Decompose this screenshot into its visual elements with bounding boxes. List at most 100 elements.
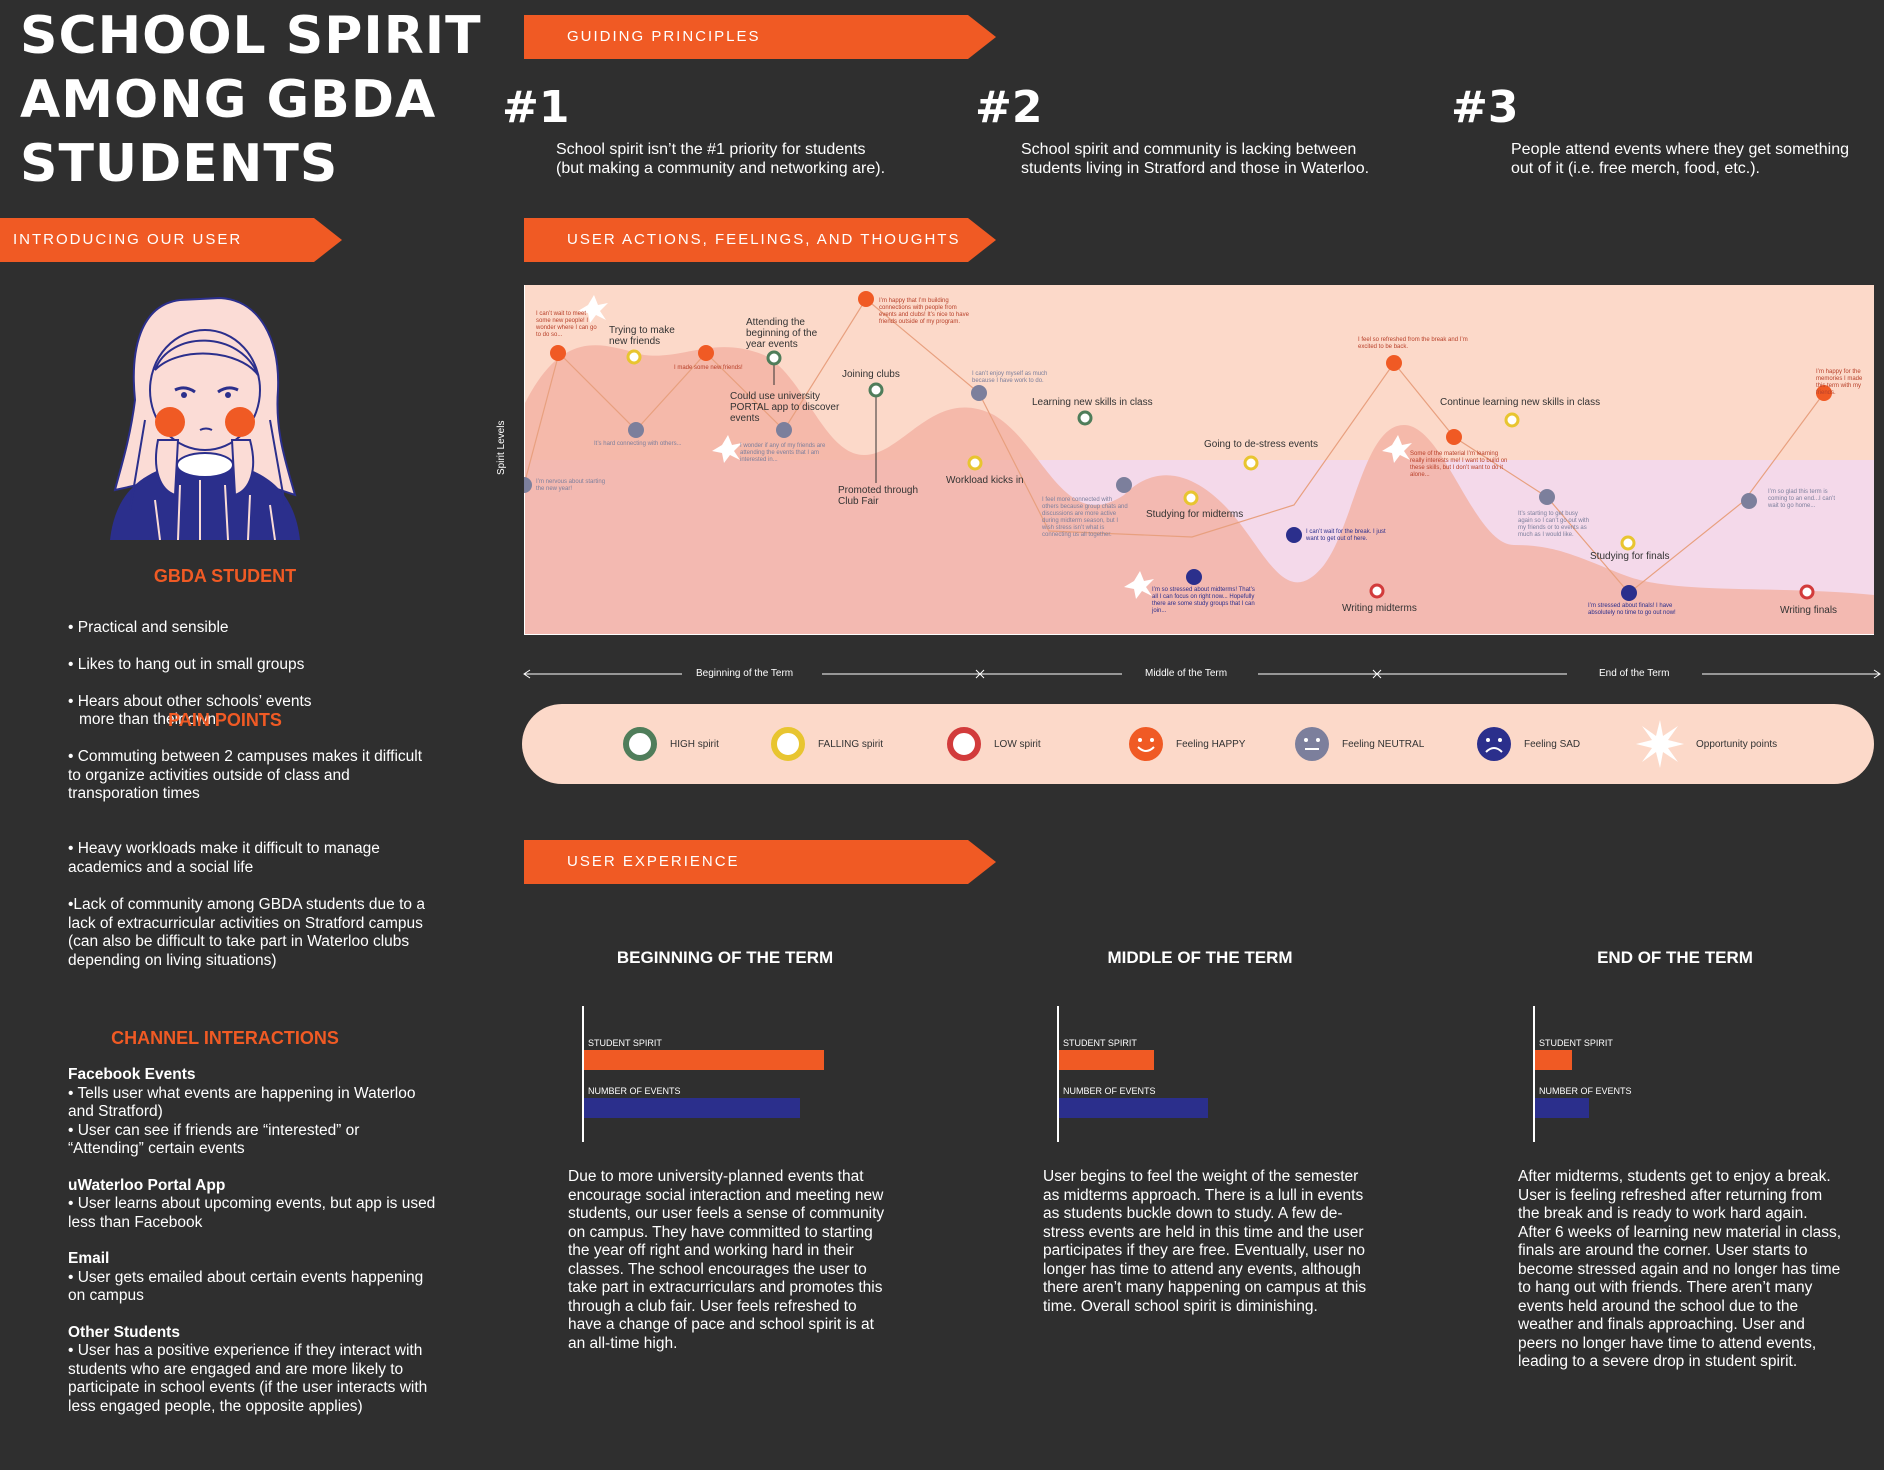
action-label: Continue learning new skills in class <box>1440 397 1601 408</box>
thought-note: I’m happy for the memories I made this t… <box>1816 369 1863 396</box>
channel-text: • User learns about upcoming events, but… <box>68 1195 436 1231</box>
channel-title: Facebook Events <box>68 1066 196 1083</box>
term-description: User begins to feel the weight of the se… <box>1043 1168 1367 1315</box>
user-experience-banner: USER EXPERIENCE <box>524 840 996 884</box>
happy-face-icon <box>698 345 714 361</box>
channel-text: • Tells user what events are happening i… <box>68 1084 416 1158</box>
ring-yellow-icon <box>771 727 805 761</box>
happy-face-icon <box>1816 385 1832 401</box>
thought-note: I made some new friends! <box>674 365 743 371</box>
legend-label: FALLING spirit <box>818 738 884 750</box>
events-bar-label: NUMBER OF EVENTS <box>1063 1086 1156 1096</box>
principle-number: #1 <box>502 82 570 133</box>
pain-point: •Lack of community among GBDA students d… <box>68 896 425 969</box>
thought-note: I feel more connected with others becaus… <box>1042 497 1128 538</box>
channel-interactions-heading: CHANNEL INTERACTIONS <box>111 1028 339 1048</box>
falling-spirit-marker <box>967 455 983 471</box>
legend-item: Feeling SAD <box>1476 704 1580 784</box>
events-bar <box>584 1098 800 1118</box>
action-label: Studying for midterms <box>1146 509 1244 520</box>
events-bar-label: NUMBER OF EVENTS <box>1539 1086 1632 1096</box>
timeline-middle-label: Middle of the Term <box>1145 668 1228 679</box>
term-heading: BEGINNING OF THE TERM <box>616 948 834 967</box>
high-spirit-marker <box>1077 410 1093 426</box>
spirit-bar-label: STUDENT SPIRIT <box>1539 1038 1613 1048</box>
channel-item: Email • User gets emailed about certain … <box>68 1250 438 1306</box>
journey-chart <box>516 285 1874 636</box>
guiding-principles-banner: GUIDING PRINCIPLES <box>524 15 996 59</box>
action-label: Writing midterms <box>1342 603 1417 614</box>
starburst-icon <box>712 435 742 463</box>
thought-note: I can’t wait to meet some new people! I … <box>536 311 597 338</box>
legend-label: LOW spirit <box>994 738 1041 750</box>
thought-note: I’m happy that I’m building connections … <box>879 298 969 325</box>
principle-text: School spirit and community is lacking b… <box>1021 141 1370 177</box>
thought-note: I’m so glad this term is coming to an en… <box>1768 489 1836 509</box>
legend-item: Opportunity points <box>1632 704 1777 784</box>
term-description: Due to more university-planned events th… <box>568 1168 885 1352</box>
action-label: Promoted through Club Fair <box>838 485 919 507</box>
spirit-bar-label: STUDENT SPIRIT <box>588 1038 662 1048</box>
spirit-bar <box>1535 1050 1572 1070</box>
falling-spirit-marker <box>1243 455 1259 471</box>
list-item: • Likes to hang out in small groups <box>68 655 305 673</box>
legend-label: Feeling NEUTRAL <box>1342 738 1425 750</box>
thought-note: It’s hard connecting with others... <box>594 441 682 447</box>
legend-item: LOW spirit <box>946 704 1041 784</box>
falling-spirit-marker <box>1504 412 1520 428</box>
neutral-face-icon <box>776 422 792 438</box>
channel-title: uWaterloo Portal App <box>68 1176 226 1194</box>
channel-title: Other Students <box>68 1323 180 1341</box>
starburst-icon <box>1124 571 1154 599</box>
thought-note: I’m stressed about finals! I have absolu… <box>1588 603 1676 616</box>
list-item: • Hears about other schools’ events more… <box>68 692 312 729</box>
neutral-face-icon <box>1539 489 1555 505</box>
persona-traits: • Practical and sensible • Likes to hang… <box>68 600 398 748</box>
happy-face-icon <box>550 345 566 361</box>
channel-text: • User has a positive experience if they… <box>68 1342 428 1415</box>
events-bar <box>1535 1098 1589 1118</box>
action-label: Trying to make new friends <box>609 325 675 347</box>
events-bar-label: NUMBER OF EVENTS <box>588 1086 681 1096</box>
sad-face-icon <box>1286 527 1302 543</box>
introducing-user-banner: INTRODUCING OUR USER <box>0 218 342 262</box>
term-bar-chart: STUDENT SPIRIT NUMBER OF EVENTS <box>1533 1006 1873 1142</box>
term-heading: END OF THE TERM <box>1597 948 1753 967</box>
happy-face-icon <box>1446 429 1462 445</box>
user-actions-banner: USER ACTIONS, FEELINGS, AND THOUGHTS <box>524 218 996 262</box>
channel-item: uWaterloo Portal App • User learns about… <box>68 1177 438 1233</box>
neutral-face-icon <box>971 385 987 401</box>
title-line: STUDENTS <box>20 134 339 194</box>
legend-label: Feeling SAD <box>1524 738 1581 750</box>
channel-title: Email <box>68 1250 110 1267</box>
principle-number: #3 <box>1451 82 1519 133</box>
legend-item: Feeling HAPPY <box>1128 704 1245 784</box>
thought-note: Some of the material I’m learning really… <box>1410 451 1508 478</box>
timeline-end-label: End of the Term <box>1599 668 1670 679</box>
legend-label: HIGH spirit <box>670 738 719 750</box>
action-label: Writing finals <box>1780 605 1838 616</box>
pain-points-heading: PAIN POINTS <box>168 710 282 730</box>
happy-face-icon <box>1386 355 1402 371</box>
journey-map: Spirit Levels Trying to make new friends… <box>496 285 1874 636</box>
neutral-face-icon <box>1741 493 1757 509</box>
term-bar-chart: STUDENT SPIRIT NUMBER OF EVENTS <box>1057 1006 1397 1142</box>
pain-point: • Heavy workloads make it difficult to m… <box>68 840 380 876</box>
action-label: Attending the beginning of the year even… <box>746 317 818 350</box>
spirit-bar <box>1059 1050 1154 1070</box>
principle-number: #2 <box>975 82 1043 133</box>
title-line: SCHOOL SPIRIT <box>20 6 482 66</box>
happy-face-icon <box>858 291 874 307</box>
thought-note: I feel so refreshed from the break and I… <box>1358 337 1468 350</box>
principle-text: School spirit isn’t the #1 priority for … <box>556 141 886 177</box>
thought-note: I’m so stressed about midterms! That’s a… <box>1152 587 1255 614</box>
ring-red-icon <box>947 727 981 761</box>
emotion-markers <box>516 291 1832 601</box>
starburst-icon <box>1636 720 1684 768</box>
neutral-face-icon <box>1116 477 1132 493</box>
events-bar <box>1059 1098 1208 1118</box>
spirit-bar-label: STUDENT SPIRIT <box>1063 1038 1137 1048</box>
pain-point: • Commuting between 2 campuses makes it … <box>68 748 423 802</box>
thought-note: I can’t enjoy myself as much because I h… <box>972 371 1048 384</box>
action-label: Learning new skills in class <box>1032 397 1153 408</box>
